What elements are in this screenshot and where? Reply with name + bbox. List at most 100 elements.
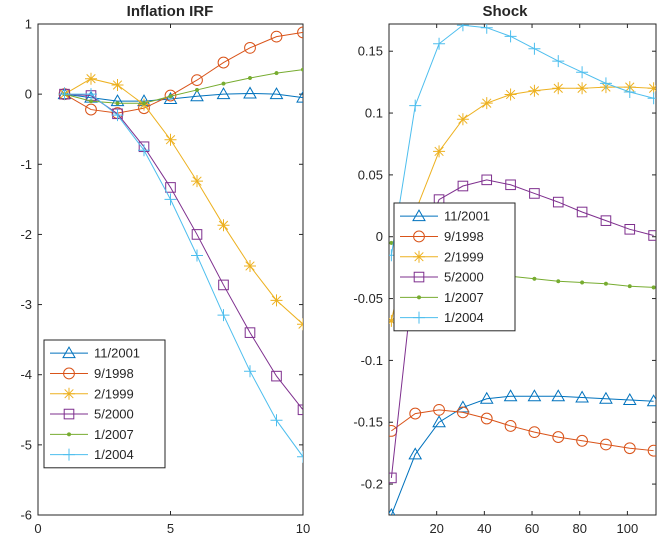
data-point-1-2007: [194, 87, 200, 92]
data-point-11-2001: [622, 392, 637, 405]
data-point-11-2001: [432, 415, 446, 428]
y-tick-label: -2: [20, 227, 32, 242]
legend-label-2-1999: 2/1999: [444, 249, 484, 264]
legend-label-9-1998: 9/1998: [444, 229, 484, 244]
y-tick-label: 0: [25, 87, 32, 102]
data-point-1-2007: [300, 67, 303, 72]
x-tick-label: 80: [572, 521, 586, 536]
data-point-1-2004: [217, 309, 230, 322]
data-point-5-2000: [481, 174, 493, 186]
data-point-9-1998: [409, 407, 422, 420]
data-point-5-2000: [271, 370, 282, 382]
legend-label-1-2004: 1/2004: [444, 310, 484, 325]
data-point-1-2007: [603, 281, 608, 286]
legend-label-5-2000: 5/2000: [94, 407, 134, 422]
data-point-5-2000: [505, 179, 516, 191]
data-point-9-1998: [623, 442, 636, 455]
legend: 11/2001 9/1998 2/1999 5/2000 1/2007 1/2004: [393, 202, 516, 332]
data-point-2-1999: [191, 175, 203, 188]
data-point-2-1999: [111, 79, 124, 92]
legend-marker-9-1998: [413, 230, 425, 243]
data-point-1-2004: [647, 92, 656, 105]
data-point-1-2004: [599, 77, 612, 90]
chart-title-shock: Shock: [482, 3, 528, 20]
data-point-9-1998: [191, 74, 203, 87]
legend-box: [43, 339, 166, 469]
data-point-2-1999: [217, 219, 230, 232]
data-point-9-1998: [457, 406, 469, 419]
legend-label-1-2007: 1/2007: [444, 290, 484, 305]
series-line-1-2007: [64, 69, 303, 104]
data-point-2-1999: [647, 82, 656, 95]
data-point-5-2000: [165, 182, 176, 193]
data-point-1-2007: [141, 101, 147, 106]
data-point-1-2007: [532, 276, 537, 281]
y-tick-label: 0: [376, 229, 383, 244]
data-point-5-2000: [624, 224, 636, 235]
data-point-1-2007: [274, 71, 279, 76]
data-point-1-2004: [164, 193, 177, 206]
data-point-2-1999: [433, 145, 446, 158]
data-point-2-1999: [552, 82, 565, 95]
x-tick-label: 10: [296, 521, 310, 536]
data-point-9-1998: [433, 403, 445, 416]
data-point-11-2001: [243, 86, 257, 99]
data-point-1-2004: [480, 24, 493, 34]
data-point-11-2001: [408, 447, 423, 460]
data-point-9-1998: [647, 444, 656, 457]
plot-area-frame: [388, 23, 657, 516]
legend-marker-1-2007: [66, 432, 72, 437]
data-point-5-2000: [218, 279, 229, 291]
y-tick-label: 0.1: [365, 106, 383, 121]
y-tick-label: -5: [20, 437, 32, 452]
data-point-2-1999: [456, 113, 469, 126]
data-point-5-2000: [576, 206, 588, 218]
x-tick-label: 60: [525, 521, 539, 536]
legend-marker-2-1999: [413, 250, 425, 263]
data-point-1-2004: [58, 88, 71, 101]
data-point-1-2007: [627, 284, 632, 289]
data-point-9-1998: [297, 26, 303, 39]
data-point-1-2004: [244, 365, 256, 378]
data-point-9-1998: [164, 89, 177, 102]
series-line-11-2001: [64, 92, 303, 102]
data-point-9-1998: [85, 103, 97, 116]
data-point-11-2001: [269, 87, 284, 100]
data-point-1-2007: [115, 101, 120, 106]
data-point-9-1998: [244, 41, 256, 54]
data-point-2-1999: [504, 88, 517, 101]
data-point-1-2004: [623, 86, 636, 99]
series-line-11-2001: [390, 395, 654, 515]
data-point-1-2007: [221, 81, 226, 86]
data-point-5-2000: [389, 472, 397, 484]
legend-label-11-2001: 11/2001: [94, 346, 140, 361]
data-point-1-2007: [247, 75, 253, 81]
data-point-11-2001: [551, 389, 566, 402]
data-point-11-2001: [503, 389, 518, 402]
data-point-5-2000: [600, 215, 612, 226]
data-point-1-2004: [504, 30, 517, 43]
y-tick-label: -0.05: [353, 291, 383, 306]
legend: 11/2001 9/1998 2/1999 5/2000 1/2007 1/2004: [43, 339, 166, 469]
data-point-11-2001: [527, 389, 542, 402]
data-point-11-2001: [216, 87, 231, 100]
data-point-1-2004: [85, 88, 97, 101]
x-tick-label: 20: [429, 521, 443, 536]
y-tick-label: -0.1: [361, 353, 383, 368]
data-point-1-2004: [528, 42, 541, 55]
data-point-2-1999: [85, 72, 97, 85]
data-point-1-2004: [297, 450, 303, 463]
data-point-1-2004: [456, 24, 469, 32]
x-tick-label: 100: [617, 521, 639, 536]
data-point-1-2004: [576, 66, 589, 79]
series-line-9-1998: [64, 31, 303, 114]
data-point-2-1999: [480, 97, 493, 110]
legend-marker-11-2001: [412, 209, 426, 222]
y-tick-label: -6: [20, 508, 32, 523]
data-point-9-1998: [270, 30, 283, 43]
data-point-1-2004: [409, 99, 422, 112]
data-point-11-2001: [646, 394, 656, 407]
chart-title-inflation-irf: Inflation IRF: [127, 3, 214, 20]
series-line-1-2004: [390, 24, 654, 256]
data-point-11-2001: [296, 90, 303, 103]
